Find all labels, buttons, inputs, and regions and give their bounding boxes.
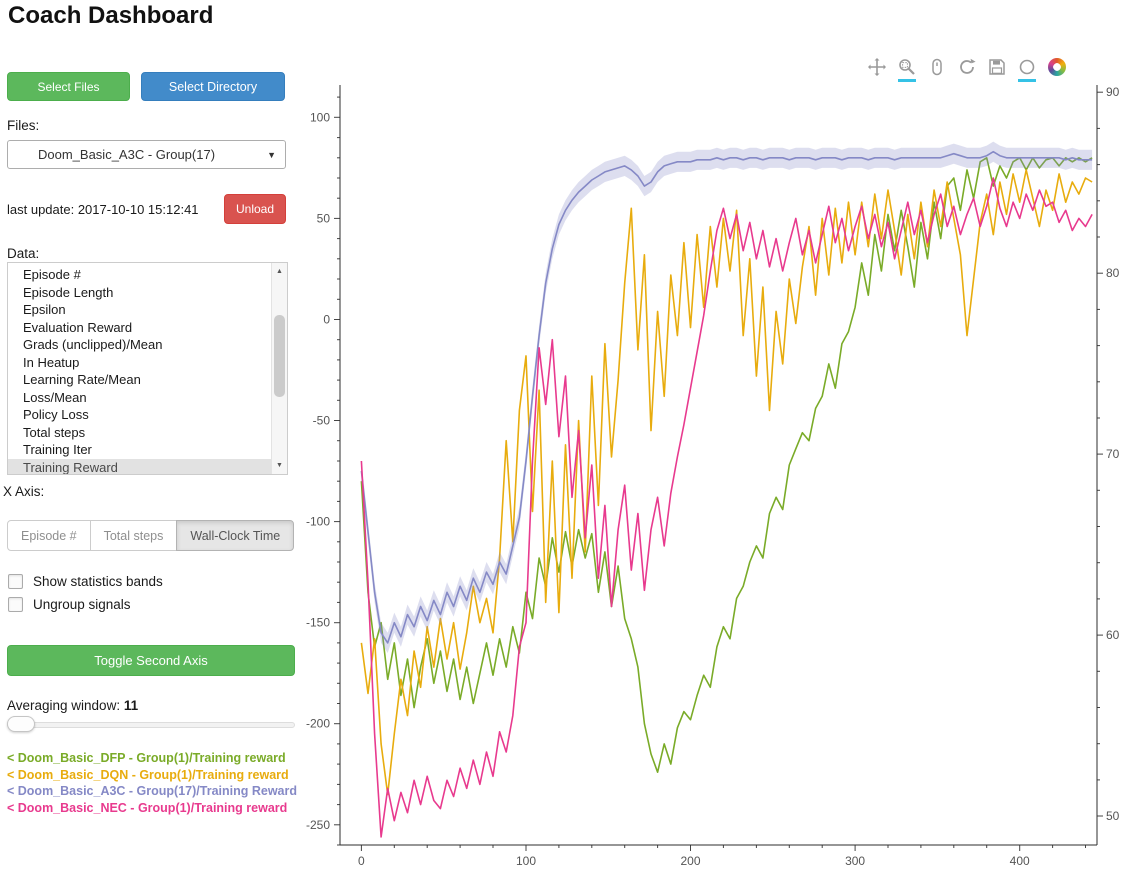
data-list-item[interactable]: In Heatup <box>23 354 80 370</box>
reset-icon[interactable] <box>958 58 976 82</box>
data-list-scrollbar[interactable]: ▲ ▼ <box>271 263 287 474</box>
chevron-down-icon: ▼ <box>267 149 276 160</box>
x-axis-button-group: Episode # Total steps Wall-Clock Time <box>7 520 295 551</box>
series-line <box>360 157 1093 774</box>
svg-text:50: 50 <box>317 211 331 225</box>
scroll-down-icon[interactable]: ▼ <box>276 462 283 469</box>
data-list-item[interactable]: Loss/Mean <box>23 389 87 405</box>
svg-text:-100: -100 <box>306 515 330 529</box>
scroll-up-icon[interactable]: ▲ <box>276 268 283 275</box>
file-select-value: Doom_Basic_A3C - Group(17) <box>38 147 216 162</box>
averaging-window-value: 11 <box>123 698 139 713</box>
data-list-item[interactable]: Policy Loss <box>23 407 89 422</box>
svg-text:70: 70 <box>1106 447 1120 461</box>
data-list-item[interactable]: Episode Length <box>23 284 114 300</box>
toggle-second-axis-button[interactable]: Toggle Second Axis <box>7 645 295 676</box>
data-list-item[interactable]: Grads (unclipped)/Mean <box>23 337 163 352</box>
chart-svg[interactable]: 0 100 200 300 400 100 50 0 -50 -100 -150 -200 -250 90… <box>300 55 1142 881</box>
legend-entry[interactable]: < Doom_Basic_NEC - Group(1)/Training rew… <box>7 800 288 815</box>
data-list-items: Episode # Episode Length Epsilon Evaluation… <box>8 266 272 474</box>
svg-text:90: 90 <box>1106 85 1120 99</box>
data-list-item[interactable]: Evaluation Reward <box>23 319 133 335</box>
select-directory-button[interactable]: Select Directory <box>141 72 285 101</box>
averaging-window-label: Averaging window: 11 <box>7 698 138 713</box>
slider-handle[interactable] <box>7 716 35 732</box>
ungroup-signals-option: Ungroup signals <box>8 597 131 612</box>
svg-text:100: 100 <box>516 854 536 868</box>
data-list-item[interactable]: Training Reward <box>8 458 272 474</box>
svg-text:300: 300 <box>845 854 865 868</box>
unload-button[interactable]: Unload <box>224 194 286 224</box>
wheel-zoom-icon[interactable] <box>928 58 946 82</box>
data-label: Data: <box>7 246 40 261</box>
last-update-label: last update: 2017-10-10 15:12:41 <box>7 202 199 217</box>
scrollbar-thumb[interactable] <box>274 315 285 397</box>
ungroup-signals-checkbox[interactable] <box>8 597 23 612</box>
svg-text:0: 0 <box>323 313 330 327</box>
plot-toolbar <box>868 58 1066 82</box>
svg-text:-150: -150 <box>306 616 330 630</box>
chart[interactable]: 0 100 200 300 400 100 50 0 -50 -100 -150 -200 -250 90… <box>300 55 1142 881</box>
x-axis-option-button[interactable]: Wall-Clock Time <box>176 520 295 551</box>
legend-entry[interactable]: < Doom_Basic_DFP - Group(1)/Training rew… <box>7 751 286 765</box>
show-statistics-bands-label: Show statistics bands <box>33 574 163 589</box>
svg-text:50: 50 <box>1106 809 1120 823</box>
svg-text:100: 100 <box>310 110 330 124</box>
svg-text:400: 400 <box>1010 854 1030 868</box>
svg-text:80: 80 <box>1106 266 1120 280</box>
box-zoom-icon[interactable] <box>898 58 916 82</box>
data-list-item[interactable]: Episode # <box>23 267 81 282</box>
series-line <box>360 150 1093 644</box>
data-list[interactable]: Episode # Episode Length Epsilon Evaluation… <box>7 262 288 475</box>
svg-text:-50: -50 <box>313 414 331 428</box>
file-select-dropdown[interactable]: Doom_Basic_A3C - Group(17) ▼ <box>7 140 286 169</box>
series-line <box>360 177 1093 838</box>
svg-text:200: 200 <box>680 854 700 868</box>
svg-text:0: 0 <box>358 854 365 868</box>
x-axis-option-button[interactable]: Total steps <box>89 520 178 551</box>
select-files-button[interactable]: Select Files <box>7 72 130 101</box>
data-list-item[interactable]: Learning Rate/Mean <box>23 372 141 387</box>
save-icon[interactable] <box>988 58 1006 82</box>
svg-text:60: 60 <box>1106 628 1120 642</box>
svg-text:-250: -250 <box>306 818 330 832</box>
show-statistics-bands-checkbox[interactable] <box>8 574 23 589</box>
series-line <box>360 169 1093 796</box>
legend-entry[interactable]: < Doom_Basic_DQN - Group(1)/Training rew… <box>7 767 289 782</box>
data-list-item[interactable]: Total steps <box>23 424 86 440</box>
pan-icon[interactable] <box>868 58 886 82</box>
legend: < Doom_Basic_DFP - Group(1)/Training rew… <box>7 751 299 817</box>
slider-track[interactable] <box>7 722 295 728</box>
data-list-item[interactable]: Training Iter <box>23 442 92 457</box>
legend-entry[interactable]: < Doom_Basic_A3C - Group(17)/Training Re… <box>7 784 297 798</box>
averaging-window-text: Averaging window: <box>7 698 121 713</box>
x-axis-label: X Axis: <box>3 484 45 499</box>
show-statistics-bands-option: Show statistics bands <box>8 574 163 589</box>
files-label: Files: <box>7 118 40 133</box>
svg-text:-200: -200 <box>306 717 330 731</box>
averaging-window-slider[interactable] <box>7 716 295 732</box>
ungroup-signals-label: Ungroup signals <box>33 597 131 612</box>
bokeh-logo[interactable] <box>1048 58 1066 82</box>
hover-icon[interactable] <box>1018 58 1036 82</box>
data-list-item[interactable]: Epsilon <box>23 302 66 317</box>
x-axis-option-button[interactable]: Episode # <box>7 520 91 551</box>
page-title: Coach Dashboard <box>8 2 214 29</box>
